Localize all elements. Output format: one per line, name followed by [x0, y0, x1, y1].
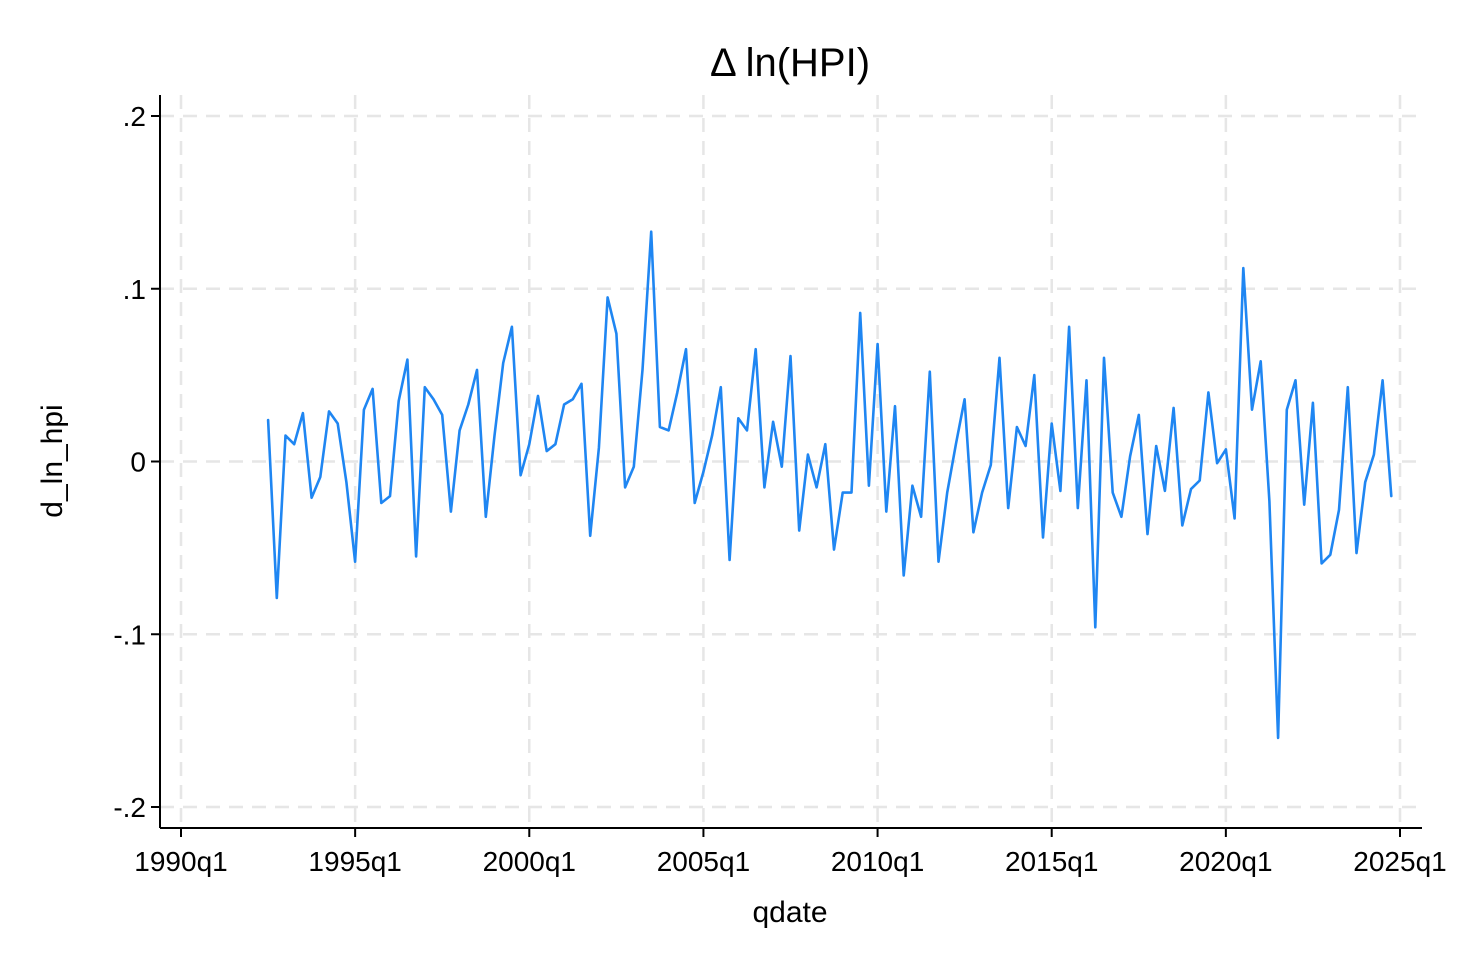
x-tick-label: 2005q1: [657, 846, 750, 877]
y-tick-label: -.2: [113, 792, 146, 823]
y-tick-label: 0: [130, 447, 146, 478]
x-tick-label: 2000q1: [483, 846, 576, 877]
y-tick-label: .2: [123, 101, 146, 132]
series-layer: [266, 230, 1393, 740]
gridlines: [160, 95, 1422, 828]
y-tick-label: .1: [123, 274, 146, 305]
y-tick-label: -.1: [113, 619, 146, 650]
x-tick-label: 2025q1: [1353, 846, 1446, 877]
chart-title: Δ ln(HPI): [710, 41, 870, 85]
x-tick-label: 2020q1: [1179, 846, 1272, 877]
x-tick-label: 1990q1: [134, 846, 227, 877]
y-axis-label: d_ln_hpi: [36, 404, 69, 517]
x-tick-label: 2015q1: [1005, 846, 1098, 877]
x-axis-ticks: 1990q1 1995q1 2000q1 2005q1 2010q1 2015q1 2020…: [134, 828, 1447, 877]
series-line: [266, 230, 1393, 740]
x-axis-label: qdate: [752, 896, 827, 929]
x-tick-label: 2010q1: [831, 846, 924, 877]
y-axis-ticks: -.2 -.1 0 .1 .2: [113, 101, 160, 823]
x-tick-label: 1995q1: [308, 846, 401, 877]
